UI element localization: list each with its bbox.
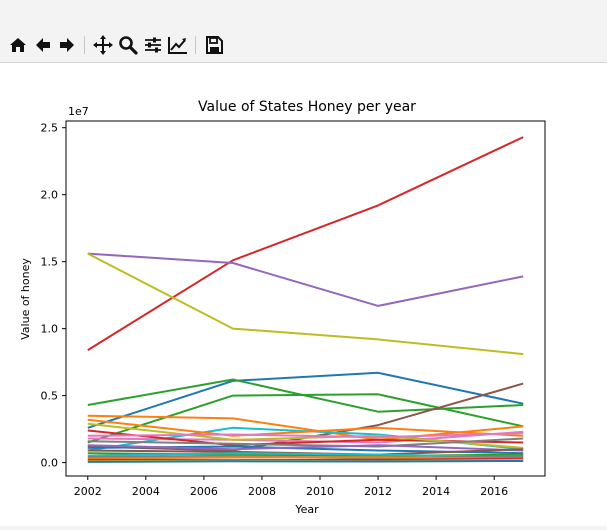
save-icon bbox=[206, 36, 223, 54]
y-axis-ticks: 0.0 0.5 1.0 1.5 2.0 2.5 bbox=[41, 122, 66, 470]
toolbar-separator bbox=[195, 36, 196, 54]
toolbar-separator bbox=[84, 36, 85, 54]
series-line-2 bbox=[87, 252, 524, 307]
series-layer bbox=[87, 136, 524, 463]
home-button[interactable] bbox=[7, 34, 29, 56]
series-line-23 bbox=[87, 457, 524, 461]
x-tick-label: 2014 bbox=[422, 485, 450, 498]
x-tick-label: 2008 bbox=[248, 485, 276, 498]
x-tick-label: 2012 bbox=[364, 485, 392, 498]
pan-icon bbox=[93, 35, 113, 55]
series-line-18 bbox=[87, 432, 524, 439]
chart-figure: Value of States Honey per year 1e7 2002 2… bbox=[0, 63, 607, 530]
home-icon bbox=[10, 38, 26, 52]
y-axis-scale-label: 1e7 bbox=[68, 105, 89, 118]
y-tick-label: 2.0 bbox=[41, 189, 59, 202]
y-tick-label: 1.5 bbox=[41, 256, 59, 269]
back-icon bbox=[36, 38, 50, 52]
configure-subplots-icon bbox=[145, 37, 161, 53]
series-line-25 bbox=[87, 460, 524, 463]
series-line-16 bbox=[87, 444, 524, 452]
x-tick-label: 2016 bbox=[480, 485, 508, 498]
save-button[interactable] bbox=[203, 34, 225, 56]
series-line-11 bbox=[87, 430, 524, 444]
x-tick-label: 2006 bbox=[190, 485, 218, 498]
axes-frame bbox=[65, 120, 546, 477]
series-line-20 bbox=[87, 452, 524, 459]
series-line-1 bbox=[87, 136, 524, 351]
status-bar bbox=[0, 526, 607, 530]
back-button[interactable] bbox=[32, 34, 54, 56]
x-axis-label: Year bbox=[294, 503, 319, 516]
series-line-3 bbox=[87, 252, 524, 356]
series-line-4 bbox=[87, 371, 524, 429]
x-axis-ticks: 2002 2004 2006 2008 2010 2012 2014 2016 bbox=[74, 476, 508, 498]
forward-icon bbox=[60, 38, 74, 52]
y-axis-label: Value of honey bbox=[19, 258, 32, 340]
y-tick-label: 1.0 bbox=[41, 323, 59, 336]
series-line-8 bbox=[87, 414, 524, 441]
edit-axis-button[interactable] bbox=[167, 34, 189, 56]
zoom-button[interactable] bbox=[117, 34, 139, 56]
edit-axis-icon bbox=[168, 37, 187, 54]
series-line-22 bbox=[87, 456, 524, 460]
pan-button[interactable] bbox=[92, 34, 114, 56]
series-line-10 bbox=[87, 418, 524, 437]
x-tick-label: 2002 bbox=[74, 485, 102, 498]
x-tick-label: 2010 bbox=[306, 485, 334, 498]
series-line-14 bbox=[87, 437, 524, 448]
y-tick-label: 0.0 bbox=[41, 457, 59, 470]
series-line-6 bbox=[87, 393, 524, 444]
zoom-icon bbox=[119, 36, 138, 55]
x-tick-label: 2004 bbox=[132, 485, 160, 498]
navigation-toolbar bbox=[0, 0, 607, 63]
y-tick-label: 2.5 bbox=[41, 122, 59, 135]
configure-subplots-button[interactable] bbox=[142, 34, 164, 56]
y-tick-label: 0.5 bbox=[41, 390, 59, 403]
chart-title: Value of States Honey per year bbox=[198, 99, 416, 115]
forward-button[interactable] bbox=[56, 34, 78, 56]
